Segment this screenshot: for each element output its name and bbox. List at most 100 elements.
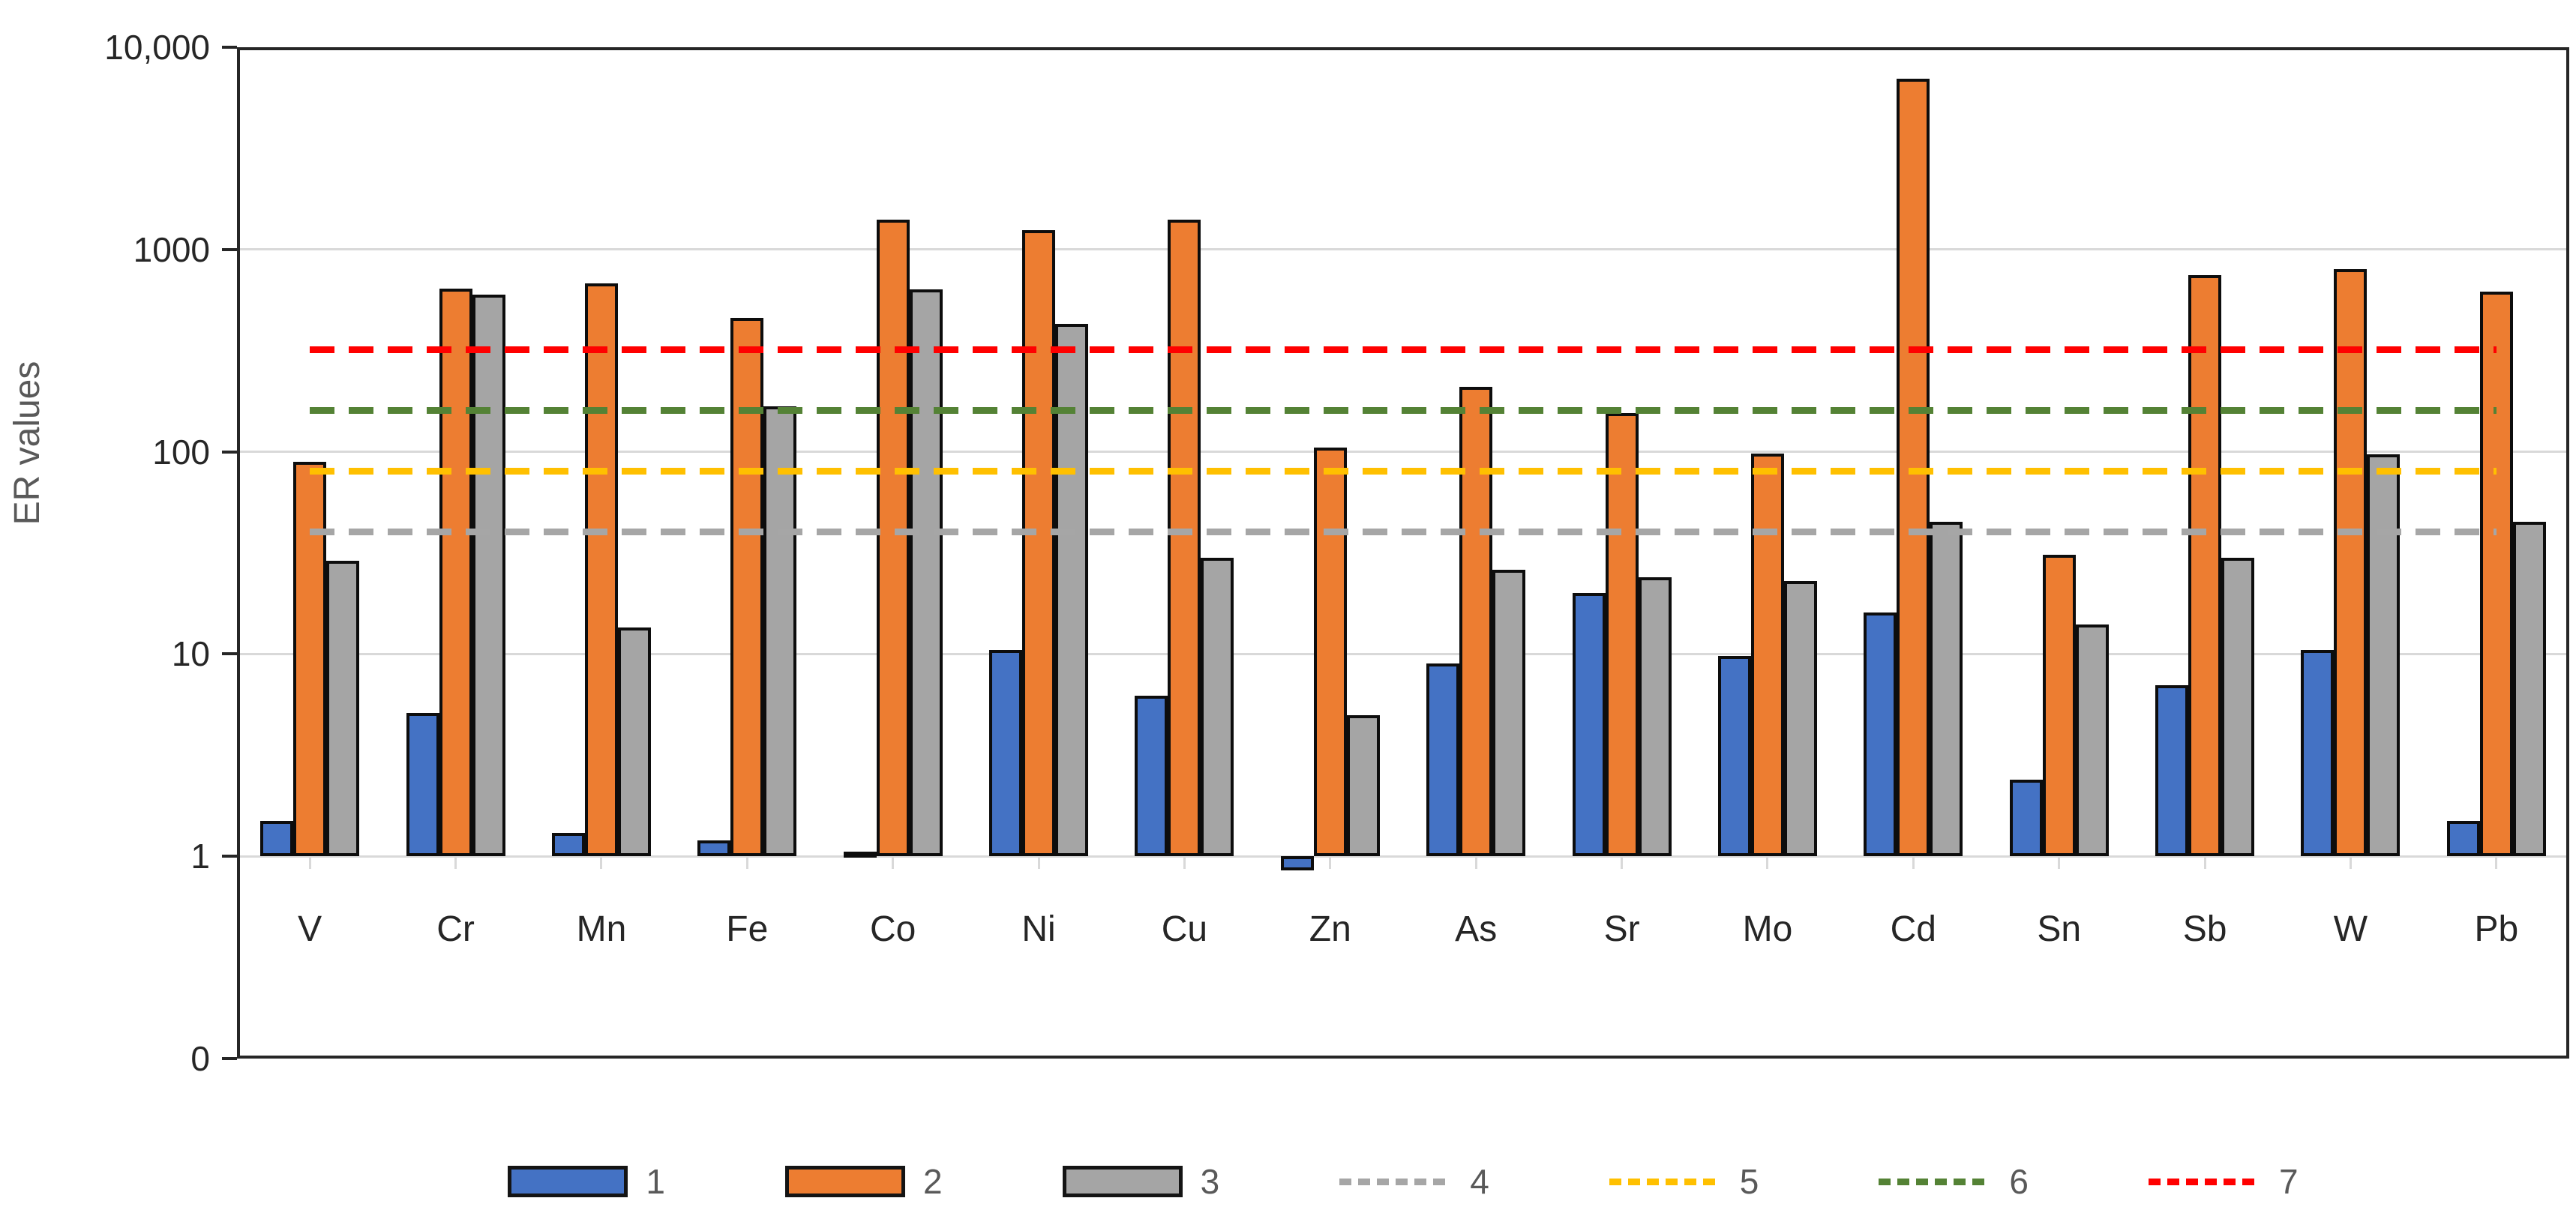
legend-item-1: 1 — [508, 1161, 665, 1202]
legend-label: 1 — [646, 1162, 666, 1201]
bar-Sr-series3 — [1638, 577, 1672, 857]
bar-Mn-series2 — [584, 283, 618, 857]
x-category-label-V: V — [298, 909, 322, 949]
legend-label: 2 — [923, 1162, 943, 1201]
legend: 1 2 3 4 5 6 7 — [237, 1158, 2569, 1205]
legend-dashed-line-swatch-icon — [2148, 1178, 2261, 1185]
category-tick-Co — [892, 856, 895, 870]
y-axis-tick-10 — [222, 652, 237, 656]
category-tick-Sb — [2203, 856, 2206, 870]
category-tick-Ni — [1037, 856, 1040, 870]
threshold-line-4 — [310, 529, 2497, 536]
y-axis-tick-1 — [222, 855, 237, 858]
bar-Mo-series3 — [1783, 580, 1817, 857]
y-tick-label: 10,000 — [104, 28, 210, 67]
bar-Sb-series1 — [2155, 685, 2189, 857]
legend-item-7: 7 — [2148, 1161, 2299, 1202]
bar-Cr-series2 — [439, 289, 472, 857]
legend-label: 3 — [1200, 1162, 1220, 1201]
y-tick-label: 1 — [190, 837, 210, 876]
bar-Co-series2 — [876, 220, 910, 857]
legend-label: 7 — [2278, 1162, 2299, 1201]
gridline-1 — [240, 855, 2566, 858]
bar-Cu-series3 — [1201, 557, 1234, 857]
legend-label: 6 — [2009, 1162, 2029, 1201]
x-category-label-Sn: Sn — [2037, 909, 2082, 949]
category-tick-Fe — [745, 856, 748, 870]
category-tick-Cd — [1912, 856, 1915, 870]
legend-dashed-line-swatch-icon — [1609, 1178, 1722, 1185]
threshold-line-5 — [310, 468, 2497, 475]
bar-Pb-series2 — [2479, 291, 2513, 857]
bar-V-series2 — [293, 462, 327, 857]
x-category-label-Cu: Cu — [1161, 909, 1208, 949]
legend-item-4: 4 — [1339, 1161, 1489, 1202]
y-tick-label: 100 — [152, 432, 210, 472]
x-category-label-Fe: Fe — [726, 909, 769, 949]
bar-Co-series1 — [843, 852, 877, 858]
bar-Cr-series3 — [472, 294, 505, 857]
legend-item-5: 5 — [1609, 1161, 1759, 1202]
category-tick-Sn — [2058, 856, 2061, 870]
bar-As-series1 — [1426, 663, 1460, 857]
category-tick-W — [2349, 856, 2352, 870]
x-category-label-Cd: Cd — [1890, 909, 1936, 949]
y-axis-tick-1000 — [222, 247, 237, 251]
bar-Ni-series1 — [989, 649, 1023, 857]
legend-dashed-line-swatch-icon — [1339, 1178, 1453, 1185]
bar-Sn-series2 — [2042, 554, 2076, 857]
y-axis-tick-100 — [222, 450, 237, 454]
gridline-100 — [240, 451, 2566, 454]
category-tick-Zn — [1329, 856, 1332, 870]
x-category-label-Pb: Pb — [2474, 909, 2519, 949]
y-tick-label: 10 — [171, 634, 210, 674]
bar-Cd-series3 — [1930, 522, 1963, 857]
gridline-10 — [240, 652, 2566, 655]
category-tick-Sr — [1621, 856, 1624, 870]
legend-label: 4 — [1470, 1162, 1489, 1201]
bar-Mn-series3 — [617, 627, 651, 857]
legend-item-3: 3 — [1062, 1161, 1220, 1202]
category-tick-Mo — [1766, 856, 1769, 870]
legend-bar-swatch-icon — [508, 1166, 628, 1197]
bar-Sr-series1 — [1572, 593, 1606, 857]
y-axis-tick-10,000 — [222, 46, 237, 49]
bar-Fe-series1 — [697, 840, 731, 857]
bar-W-series2 — [2334, 268, 2368, 857]
bar-Sr-series2 — [1605, 413, 1639, 857]
y-axis-tick-0 — [222, 1057, 237, 1060]
bar-Fe-series3 — [763, 406, 797, 857]
bar-Cu-series2 — [1168, 220, 1201, 857]
x-category-label-Ni: Ni — [1021, 909, 1056, 949]
bar-Pb-series1 — [2446, 820, 2480, 857]
legend-item-2: 2 — [785, 1161, 943, 1202]
gridline-1000 — [240, 248, 2566, 251]
threshold-line-7 — [310, 346, 2497, 353]
plot-border — [237, 47, 2569, 1059]
bar-Sn-series3 — [2075, 624, 2109, 857]
bar-As-series2 — [1459, 386, 1493, 857]
bar-Cd-series2 — [1897, 78, 1930, 857]
x-category-label-W: W — [2333, 909, 2368, 949]
category-tick-Cr — [454, 856, 457, 870]
threshold-line-6 — [310, 407, 2497, 415]
x-category-label-Cr: Cr — [436, 909, 475, 949]
legend-bar-swatch-icon — [785, 1166, 906, 1197]
bar-Sb-series2 — [2188, 274, 2222, 857]
bar-Zn-series3 — [1346, 714, 1380, 857]
x-category-label-Co: Co — [870, 909, 916, 949]
category-tick-Cu — [1183, 856, 1186, 870]
legend-dashed-line-swatch-icon — [1879, 1178, 1992, 1185]
category-tick-As — [1474, 856, 1477, 870]
x-category-label-Sb: Sb — [2182, 909, 2227, 949]
x-category-label-Zn: Zn — [1309, 909, 1351, 949]
bar-Mo-series2 — [1750, 453, 1784, 857]
bar-Cd-series1 — [1864, 612, 1897, 857]
bar-Mo-series1 — [1717, 655, 1751, 857]
x-category-label-As: As — [1455, 909, 1498, 949]
x-category-label-Mo: Mo — [1742, 909, 1793, 949]
bar-Zn-series2 — [1313, 447, 1347, 857]
bar-V-series3 — [326, 560, 360, 857]
x-category-label-Sr: Sr — [1603, 909, 1640, 949]
